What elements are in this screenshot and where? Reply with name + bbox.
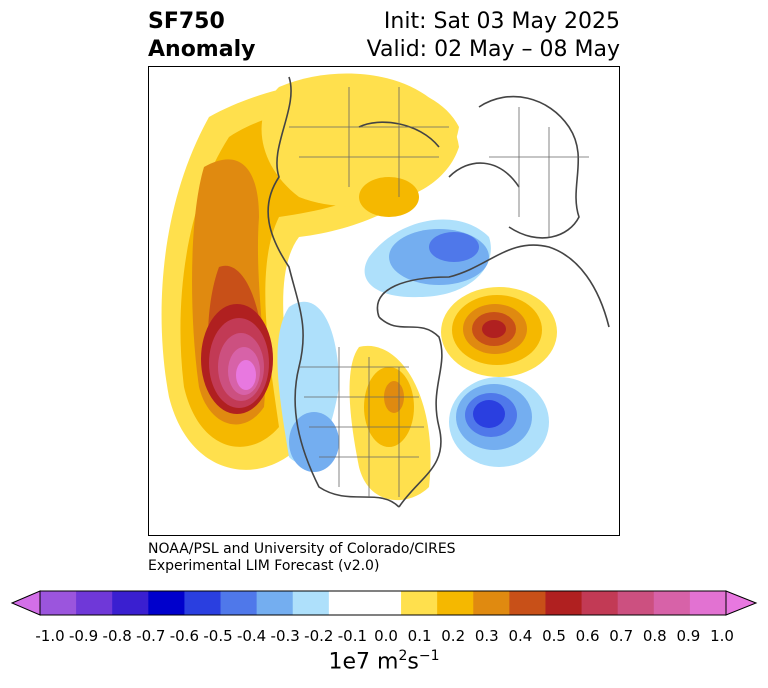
arctic-negative-anomaly [364, 219, 491, 298]
colorbar-tick-label: 0.5 [542, 627, 566, 645]
title-line-1: SF750 [148, 9, 225, 34]
colorbar-cell [184, 591, 222, 615]
colorbar-low-extend [12, 591, 40, 615]
colorbar-tick-label: 0.1 [407, 627, 432, 645]
colorbar-tick-label: -0.1 [337, 627, 368, 645]
colorbar-cell [689, 591, 727, 615]
atlantic-positive-anomaly [441, 287, 557, 377]
colorbar [10, 590, 758, 616]
colorbar-cell [509, 591, 546, 615]
colorbar-cell [437, 591, 474, 615]
borders [289, 87, 589, 497]
colorbar-tick-label: -0.2 [304, 627, 334, 645]
colorbar-tick-label: 0.2 [441, 627, 466, 645]
colorbar-tick-label: 0.0 [374, 627, 398, 645]
colorbar-tick-label: -0.7 [136, 627, 166, 645]
colorbar-cell [292, 591, 330, 615]
colorbar-tick-label: -0.6 [169, 627, 200, 645]
unit-mid: s [407, 649, 419, 675]
colorbar-tick-label: -1.0 [35, 627, 65, 645]
map-canvas [161, 73, 610, 508]
colorbar-cell [401, 591, 438, 615]
colorbar-tick-label: 0.9 [676, 627, 701, 645]
colorbar-cell [220, 591, 258, 615]
colorbar-cell [112, 591, 149, 615]
eurasia-positive-anomaly [261, 73, 459, 217]
north-america-anomalies [277, 301, 431, 501]
colorbar-unit-label: 1e7 m2s−1 [0, 648, 768, 674]
colorbar-cell [581, 591, 619, 615]
unit-base: 1e7 m [328, 649, 399, 675]
colorbar-cell [40, 591, 77, 615]
credit-text: NOAA/PSL and University of Colorado/CIRE… [148, 541, 456, 575]
colorbar-tick-label: -0.4 [236, 627, 267, 645]
colorbar-cell [148, 591, 185, 615]
anomaly-map [148, 66, 620, 536]
colorbar-tick-label: -0.3 [270, 627, 300, 645]
colorbar-tick-label: 0.4 [508, 627, 533, 645]
colorbar-cell [473, 591, 510, 615]
colorbar-tick-label: -0.9 [68, 627, 99, 645]
colorbar-tick-label: -0.5 [203, 627, 233, 645]
colorbar-tick-label: 0.8 [642, 627, 667, 645]
colorbar-cell [256, 591, 294, 615]
date-block: Init: Sat 03 May 2025 Valid: 02 May – 08… [367, 8, 620, 64]
unit-exp-1: 2 [398, 648, 408, 664]
colorbar-tick-label: -0.8 [102, 627, 132, 645]
title-line-2: Anomaly [148, 37, 256, 62]
atlantic-negative-anomaly [449, 377, 549, 467]
init-date: Init: Sat 03 May 2025 [383, 9, 620, 34]
colorbar-cell [653, 591, 691, 615]
colorbar-cell [617, 591, 655, 615]
colorbar-tick-label: 0.7 [609, 627, 634, 645]
colorbar-cell [545, 591, 583, 615]
unit-exp-2: −1 [418, 648, 440, 664]
colorbar-high-extend [726, 591, 756, 615]
colorbar-tick-label: 0.6 [575, 627, 600, 645]
valid-range: Valid: 02 May – 08 May [366, 37, 620, 62]
title-block: SF750 Anomaly [148, 8, 255, 64]
colorbar-tick-label: 0.3 [474, 627, 499, 645]
colorbar-cell [364, 591, 402, 615]
colorbar-tick-label: 1.0 [710, 627, 734, 645]
colorbar-cell [76, 591, 113, 615]
colorbar-ticks: -1.0 -0.9 -0.8 -0.7 -0.6 -0.5 -0.4 -0.3 -0.2 -0.1… [0, 627, 768, 645]
colorbar-cell [328, 591, 366, 615]
credit-line-2: Experimental LIM Forecast (v2.0) [148, 558, 380, 574]
credit-line-1: NOAA/PSL and University of Colorado/CIRE… [148, 541, 456, 557]
